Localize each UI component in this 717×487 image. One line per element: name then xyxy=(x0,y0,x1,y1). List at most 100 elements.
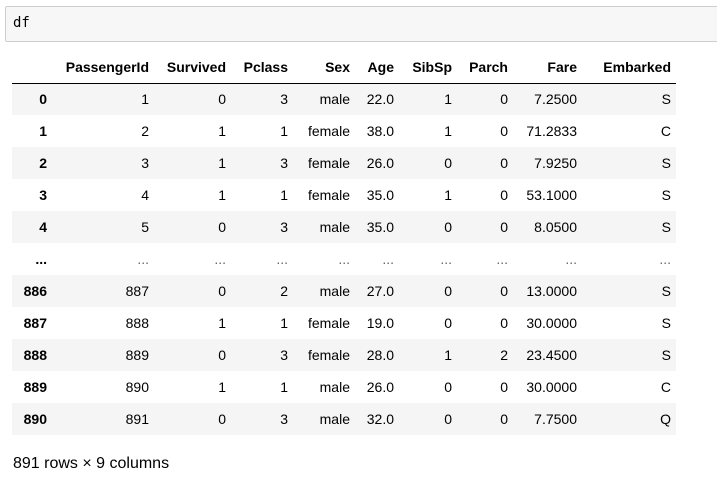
table-cell: 0 xyxy=(500,123,508,139)
column-header: Embarked xyxy=(582,51,676,84)
table-cell: 0 xyxy=(500,315,508,331)
table-cell: S xyxy=(661,155,671,171)
table-cell: 7.2500 xyxy=(534,91,577,108)
table-cell: 0 xyxy=(500,155,508,171)
table-cell: 1 xyxy=(218,123,226,139)
table-cell: 0 xyxy=(444,155,452,171)
row-index: 4 xyxy=(39,219,47,235)
table-cell: 26.0 xyxy=(366,379,394,395)
column-header: Age xyxy=(355,51,399,84)
table-cell: 1 xyxy=(218,315,226,331)
column-header: Survived xyxy=(154,51,231,84)
table-cell: 23.4500 xyxy=(526,347,577,363)
table-cell: 3 xyxy=(280,347,288,363)
table-cell: 891 xyxy=(125,411,149,427)
table-cell: 0 xyxy=(500,379,508,395)
row-index: 888 xyxy=(23,347,47,363)
table-cell: 1 xyxy=(444,91,452,108)
column-header: SibSp xyxy=(399,51,457,84)
table-cell: Q xyxy=(660,411,671,427)
table-cell: 0 xyxy=(444,411,452,427)
table-cell: S xyxy=(661,347,671,363)
table-cell: 0 xyxy=(218,219,226,235)
table-cell: 1 xyxy=(218,187,226,203)
table-cell: 35.0 xyxy=(366,219,394,235)
table-cell: 1 xyxy=(444,347,452,363)
table-row: 0 1 0 3 male 22.0 1 0 7.2500 S xyxy=(12,83,676,115)
table-cell: 0 xyxy=(218,347,226,363)
table-cell: male xyxy=(319,219,350,235)
table-cell: 889 xyxy=(125,347,149,363)
table-cell: ... xyxy=(565,251,577,267)
table-cell: ... xyxy=(496,251,508,267)
row-index: ... xyxy=(35,251,47,267)
table-cell: 3 xyxy=(280,219,288,235)
table-row: 890 891 0 3 male 32.0 0 0 7.7500 Q xyxy=(12,403,676,435)
table-cell: 19.0 xyxy=(366,315,394,331)
table-row: 889 890 1 1 male 26.0 0 0 30.0000 C xyxy=(12,371,676,403)
table-cell: male xyxy=(319,411,350,427)
table-row: 888 889 0 3 female 28.0 1 2 23.4500 S xyxy=(12,339,676,371)
table-cell: 4 xyxy=(141,187,149,203)
table-cell: 0 xyxy=(500,283,508,299)
column-header: PassengerId xyxy=(52,51,154,84)
table-header: PassengerId Survived Pclass Sex Age SibS… xyxy=(12,51,676,84)
table-cell: 0 xyxy=(218,283,226,299)
table-cell: 0 xyxy=(500,187,508,203)
table-cell: 890 xyxy=(125,379,149,395)
table-cell: 35.0 xyxy=(366,187,394,203)
table-cell: 5 xyxy=(141,219,149,235)
code-cell-input[interactable]: df xyxy=(5,6,717,42)
table-cell: 2 xyxy=(280,283,288,299)
table-cell: 1 xyxy=(280,123,288,139)
table-cell: S xyxy=(661,219,671,235)
table-cell: 0 xyxy=(500,219,508,235)
table-cell: 1 xyxy=(444,123,452,139)
table-cell: male xyxy=(319,283,350,299)
table-cell: female xyxy=(307,315,350,331)
column-header: Sex xyxy=(293,51,355,84)
code-text: df xyxy=(13,15,30,31)
table-row: .............................. xyxy=(12,243,676,275)
table-cell: female xyxy=(307,347,350,363)
table-cell: ... xyxy=(440,251,452,267)
table-cell: S xyxy=(661,91,671,108)
table-cell: 7.7500 xyxy=(534,411,577,427)
table-cell: 3 xyxy=(280,411,288,427)
table-row: 886 887 0 2 male 27.0 0 0 13.0000 S xyxy=(12,275,676,307)
table-cell: 2 xyxy=(141,123,149,139)
table-cell: 1 xyxy=(280,315,288,331)
table-row: 3 4 1 1 female 35.0 1 0 53.1000 S xyxy=(12,179,676,211)
row-index: 3 xyxy=(39,187,47,203)
table-cell: ... xyxy=(659,251,671,267)
table-cell: 3 xyxy=(141,155,149,171)
table-cell: 32.0 xyxy=(366,411,394,427)
table-body: 0 1 0 3 male 22.0 1 0 7.2500 S 1 2 1 1 female 38.0 1 0 71.… xyxy=(12,83,676,435)
column-header: Fare xyxy=(513,51,582,84)
table-cell: ... xyxy=(137,251,149,267)
row-index: 0 xyxy=(39,91,47,108)
table-cell: 30.0000 xyxy=(526,315,577,331)
dataframe-shape: 891 rows × 9 columns xyxy=(13,455,170,472)
index-header xyxy=(12,51,52,84)
table-cell: 27.0 xyxy=(366,283,394,299)
row-index: 1 xyxy=(39,123,47,139)
table-cell: S xyxy=(661,187,671,203)
header-row: PassengerId Survived Pclass Sex Age SibS… xyxy=(12,51,676,84)
table-cell: 2 xyxy=(500,347,508,363)
column-header: Parch xyxy=(457,51,513,84)
table-cell: 3 xyxy=(280,91,288,108)
dataframe-table: PassengerId Survived Pclass Sex Age SibS… xyxy=(12,51,676,435)
table-cell: male xyxy=(319,379,350,395)
table-cell: ... xyxy=(382,251,394,267)
table-cell: female xyxy=(307,123,350,139)
table-cell: 1 xyxy=(444,187,452,203)
table-cell: C xyxy=(660,379,671,395)
table-cell: 888 xyxy=(125,315,149,331)
table-cell: male xyxy=(319,91,350,108)
table-cell: 0 xyxy=(444,315,452,331)
table-cell: 1 xyxy=(141,91,149,108)
table-cell: ... xyxy=(276,251,288,267)
table-cell: ... xyxy=(214,251,226,267)
table-cell: 71.2833 xyxy=(526,123,577,139)
